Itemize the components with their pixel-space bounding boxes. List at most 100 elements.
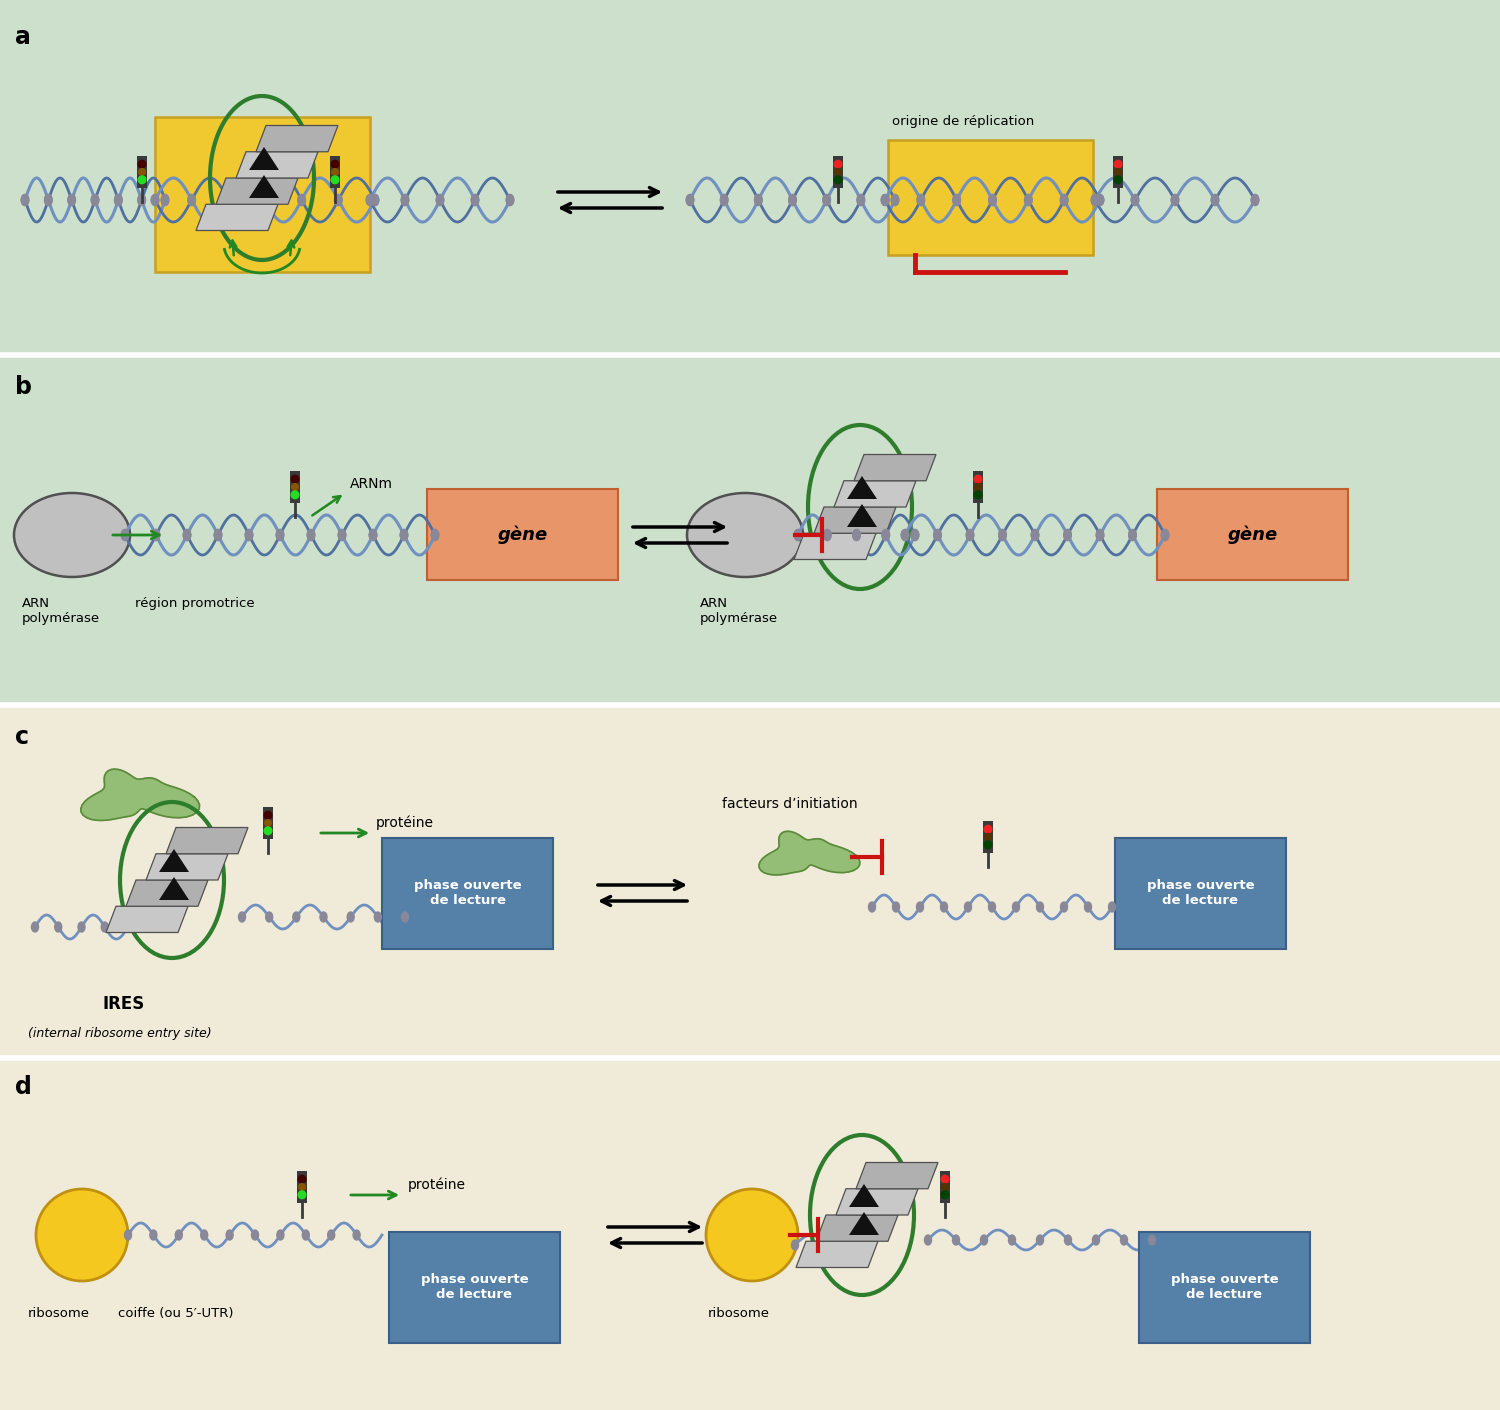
Ellipse shape <box>303 1230 309 1239</box>
Ellipse shape <box>1084 902 1092 912</box>
Ellipse shape <box>338 530 345 540</box>
Bar <box>297 1172 307 1203</box>
Ellipse shape <box>372 195 378 206</box>
Circle shape <box>984 840 992 849</box>
Ellipse shape <box>795 530 801 540</box>
Ellipse shape <box>68 195 75 206</box>
Ellipse shape <box>366 195 374 206</box>
Ellipse shape <box>988 902 996 912</box>
FancyBboxPatch shape <box>1138 1231 1310 1342</box>
Circle shape <box>942 1183 948 1190</box>
Bar <box>974 471 982 502</box>
Ellipse shape <box>436 195 444 206</box>
Ellipse shape <box>162 195 168 206</box>
Polygon shape <box>106 907 188 932</box>
Ellipse shape <box>45 195 53 206</box>
Bar <box>330 157 340 188</box>
FancyBboxPatch shape <box>1114 838 1286 949</box>
Ellipse shape <box>824 530 831 540</box>
Ellipse shape <box>891 195 898 206</box>
Ellipse shape <box>298 195 306 206</box>
Circle shape <box>332 176 339 183</box>
Ellipse shape <box>122 530 129 540</box>
Ellipse shape <box>1108 902 1116 912</box>
Polygon shape <box>249 175 279 197</box>
Ellipse shape <box>21 195 28 206</box>
Polygon shape <box>815 508 896 533</box>
Text: phase ouverte
de lecture: phase ouverte de lecture <box>1146 878 1254 907</box>
Ellipse shape <box>1065 1235 1071 1245</box>
Polygon shape <box>794 533 876 560</box>
Ellipse shape <box>471 195 478 206</box>
Ellipse shape <box>400 530 408 540</box>
Ellipse shape <box>471 195 478 206</box>
Ellipse shape <box>352 1230 360 1239</box>
Ellipse shape <box>1096 195 1104 206</box>
Ellipse shape <box>183 530 190 540</box>
Ellipse shape <box>795 530 801 540</box>
Ellipse shape <box>952 195 960 206</box>
Text: IRES: IRES <box>102 995 144 1012</box>
Text: ARN
polymérase: ARN polymérase <box>700 596 778 625</box>
Polygon shape <box>853 454 936 481</box>
FancyBboxPatch shape <box>427 489 618 581</box>
Ellipse shape <box>1060 902 1068 912</box>
Ellipse shape <box>720 195 728 206</box>
Circle shape <box>291 491 298 499</box>
Bar <box>154 117 370 272</box>
Circle shape <box>974 475 982 484</box>
Ellipse shape <box>226 1230 232 1239</box>
Ellipse shape <box>402 195 408 206</box>
Ellipse shape <box>244 530 252 540</box>
Circle shape <box>834 169 842 175</box>
Text: d: d <box>15 1074 32 1098</box>
FancyBboxPatch shape <box>388 1231 560 1342</box>
Ellipse shape <box>999 530 1006 540</box>
Polygon shape <box>759 832 859 876</box>
Text: phase ouverte
de lecture: phase ouverte de lecture <box>414 878 522 907</box>
Ellipse shape <box>902 530 909 540</box>
Ellipse shape <box>882 195 888 206</box>
Circle shape <box>36 1189 128 1282</box>
Ellipse shape <box>1131 195 1138 206</box>
Ellipse shape <box>1024 195 1032 206</box>
Circle shape <box>138 161 146 168</box>
Bar <box>1113 157 1124 188</box>
Ellipse shape <box>334 195 342 206</box>
Ellipse shape <box>789 195 796 206</box>
Ellipse shape <box>868 902 876 912</box>
Polygon shape <box>126 880 209 907</box>
Ellipse shape <box>238 912 246 922</box>
Ellipse shape <box>1092 1235 1100 1245</box>
Ellipse shape <box>369 530 376 540</box>
Text: phase ouverte
de lecture: phase ouverte de lecture <box>1170 1273 1278 1301</box>
Ellipse shape <box>432 530 438 540</box>
Ellipse shape <box>1251 195 1258 206</box>
Ellipse shape <box>856 195 864 206</box>
Text: c: c <box>15 725 28 749</box>
Ellipse shape <box>13 493 130 577</box>
Ellipse shape <box>892 902 900 912</box>
Polygon shape <box>816 1215 898 1241</box>
Ellipse shape <box>278 1230 284 1239</box>
Circle shape <box>138 169 146 175</box>
Bar <box>262 808 273 839</box>
Ellipse shape <box>1212 195 1218 206</box>
Ellipse shape <box>188 195 195 206</box>
Ellipse shape <box>924 1235 932 1245</box>
Ellipse shape <box>78 922 86 932</box>
Ellipse shape <box>402 195 408 206</box>
Ellipse shape <box>933 530 942 540</box>
Text: ribosome: ribosome <box>28 1307 90 1320</box>
Ellipse shape <box>436 195 444 206</box>
Text: gène: gène <box>1227 526 1278 544</box>
Circle shape <box>332 169 339 175</box>
Circle shape <box>264 819 272 826</box>
Ellipse shape <box>346 912 354 922</box>
Ellipse shape <box>792 1239 798 1251</box>
Ellipse shape <box>152 195 159 206</box>
Ellipse shape <box>916 195 924 206</box>
Circle shape <box>984 825 992 833</box>
Ellipse shape <box>824 195 831 206</box>
Ellipse shape <box>152 195 159 206</box>
